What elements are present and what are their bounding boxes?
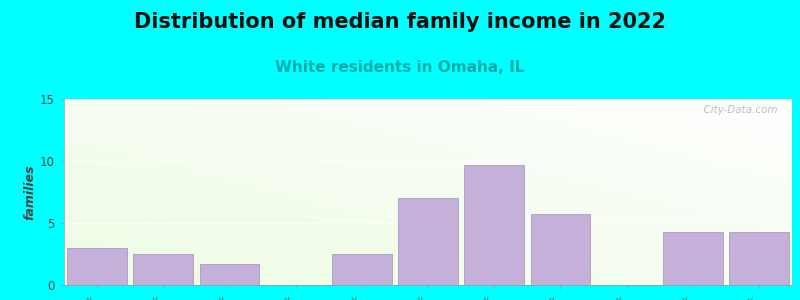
- Bar: [530, 214, 590, 285]
- Bar: [398, 198, 458, 285]
- Text: Distribution of median family income in 2022: Distribution of median family income in …: [134, 12, 666, 32]
- Bar: [332, 254, 392, 285]
- Bar: [663, 232, 722, 285]
- Text: City-Data.com: City-Data.com: [697, 105, 778, 115]
- Bar: [729, 232, 789, 285]
- Bar: [200, 264, 259, 285]
- Bar: [464, 165, 524, 285]
- Bar: [67, 248, 127, 285]
- Bar: [134, 254, 193, 285]
- Text: White residents in Omaha, IL: White residents in Omaha, IL: [275, 60, 525, 75]
- Y-axis label: families: families: [23, 164, 36, 220]
